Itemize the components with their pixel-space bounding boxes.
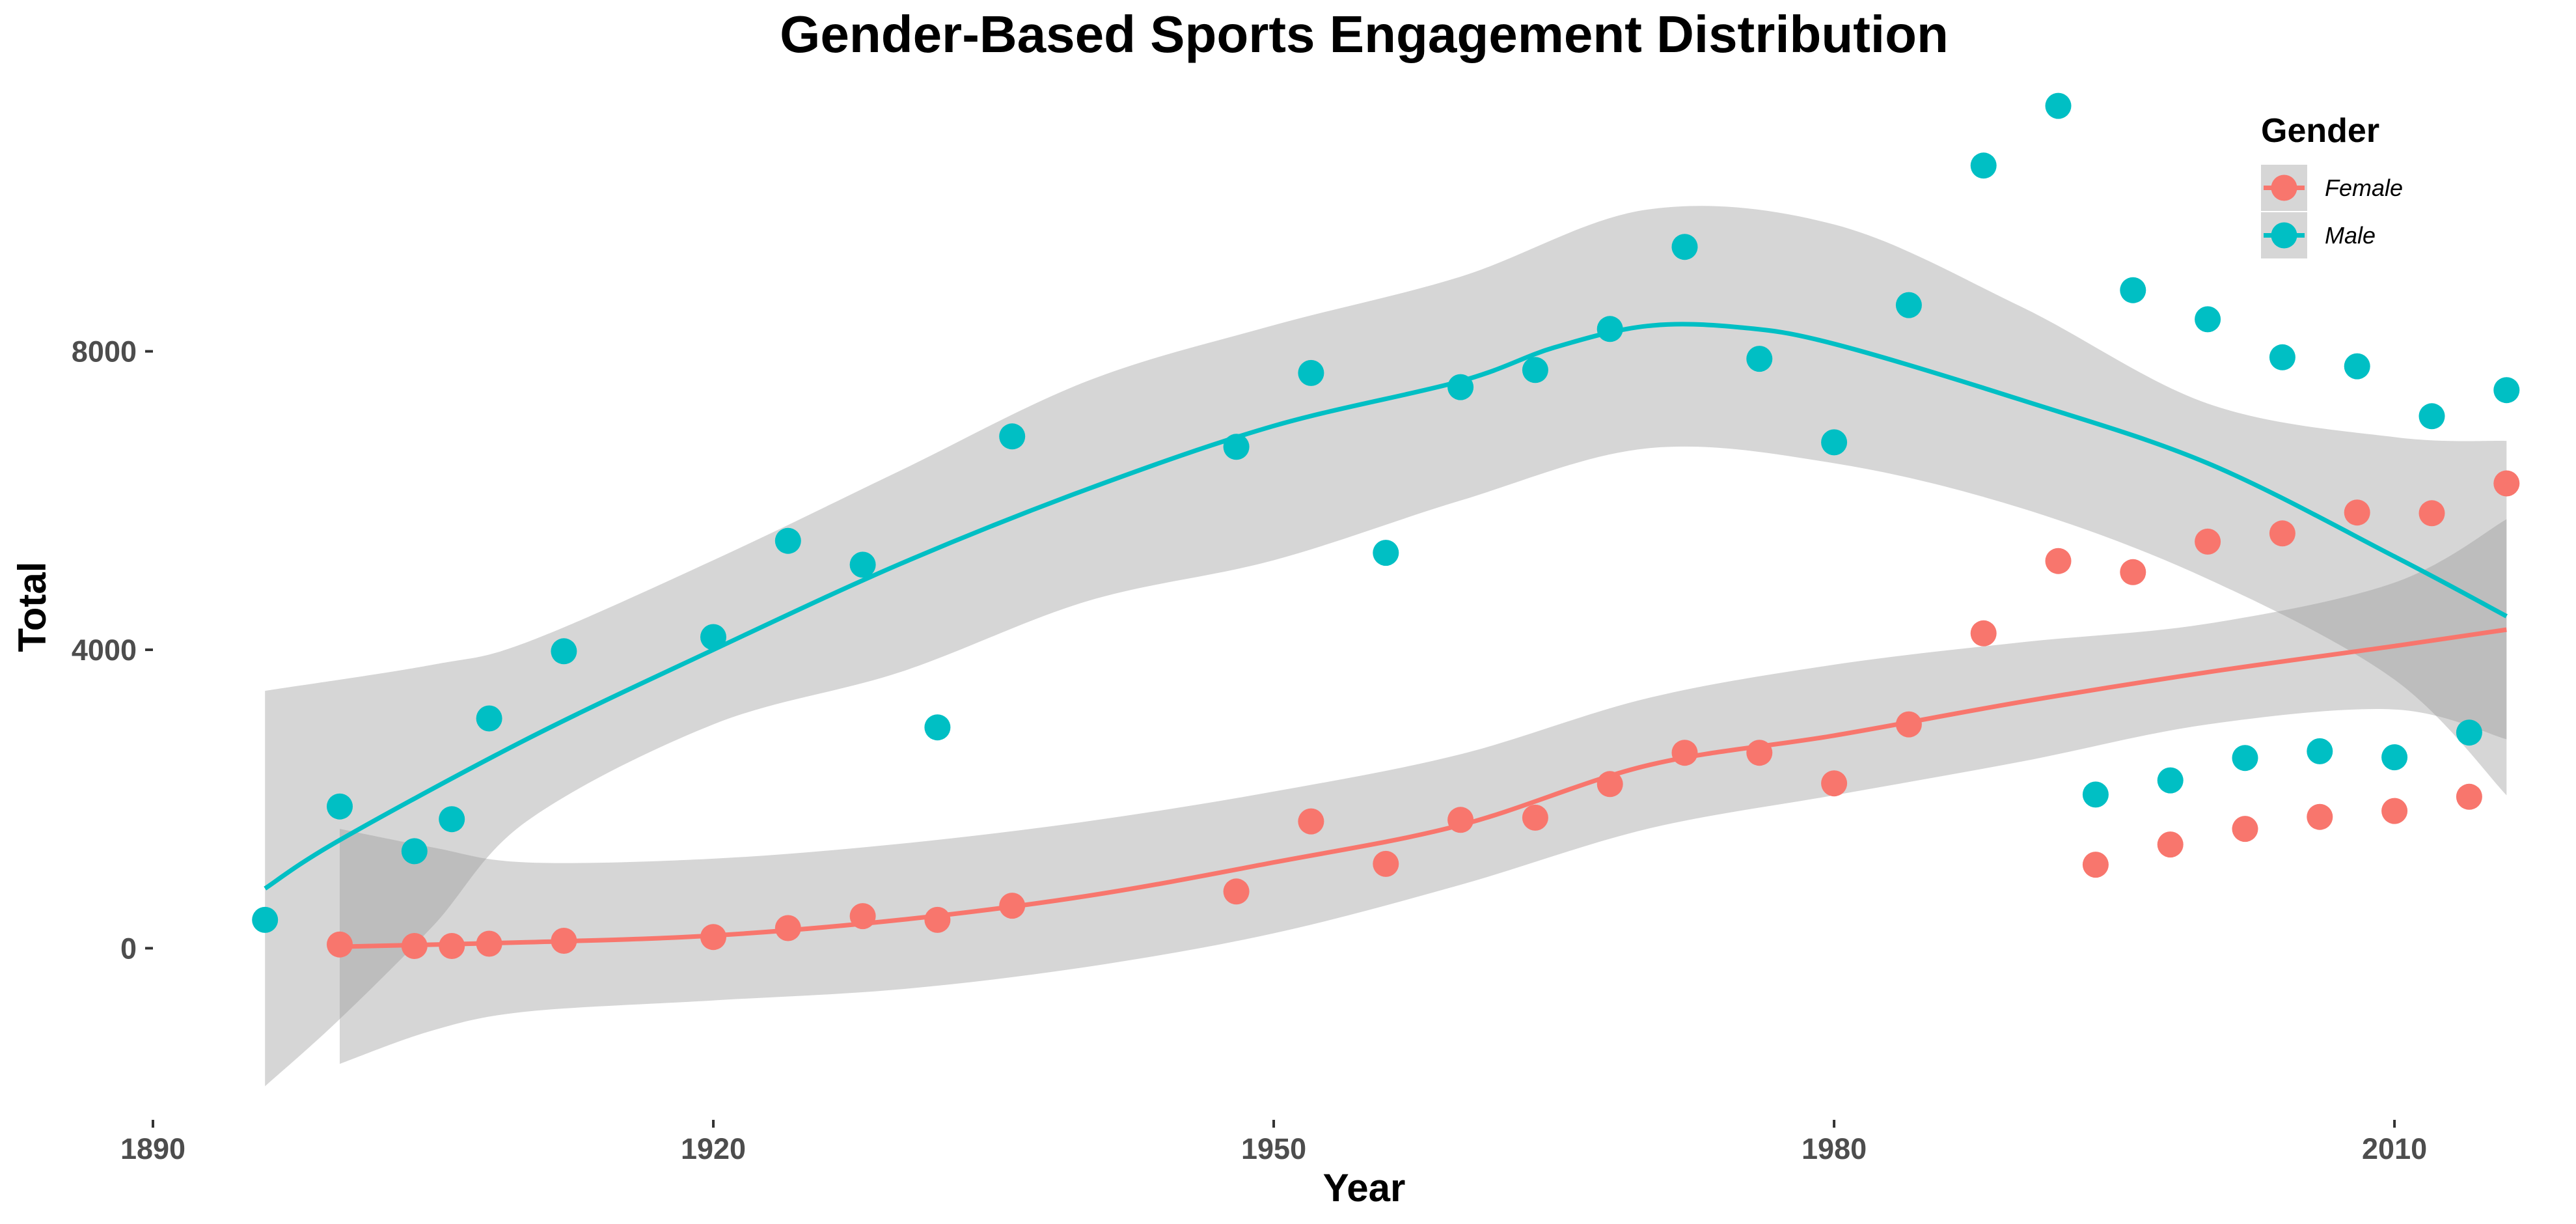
female-data-point xyxy=(327,931,353,958)
female-data-point xyxy=(1298,808,1324,835)
legend-title: Gender xyxy=(2261,112,2379,150)
y-axis-title: Total xyxy=(10,562,54,652)
x-tick-label: 1950 xyxy=(1241,1132,1306,1165)
y-tick-label: 8000 xyxy=(72,335,137,369)
female-data-point xyxy=(849,903,876,930)
female-data-point xyxy=(2045,548,2072,574)
male-data-point xyxy=(1671,234,1698,260)
male-data-point xyxy=(1821,429,1848,456)
male-data-point xyxy=(774,527,801,554)
axes: 1890 1920 1950 1980 2010 0 4000 8000 xyxy=(72,335,2427,1165)
male-data-point xyxy=(476,705,502,732)
female-data-point xyxy=(2120,559,2146,585)
data-points xyxy=(252,92,2520,959)
male-data-point xyxy=(401,838,428,865)
female-data-point xyxy=(2381,798,2408,824)
male-data-point xyxy=(551,638,577,665)
female-data-point xyxy=(2344,499,2370,526)
female-data-point xyxy=(2269,520,2295,547)
male-data-point xyxy=(2307,738,2333,764)
x-tick-label: 2010 xyxy=(2362,1132,2427,1165)
legend-key-male-marker xyxy=(2271,222,2297,249)
male-data-point xyxy=(1223,434,1250,460)
legend: Gender Female Male xyxy=(2261,112,2403,258)
female-data-point xyxy=(1746,740,1773,766)
female-data-point xyxy=(1671,740,1698,766)
male-data-point xyxy=(439,806,465,833)
female-data-point xyxy=(1223,878,1250,905)
male-data-point xyxy=(327,793,353,820)
female-data-point xyxy=(1522,804,1548,831)
female-data-point xyxy=(1596,771,1623,798)
female-data-point xyxy=(999,893,1026,919)
male-data-point xyxy=(2232,745,2258,772)
male-data-point xyxy=(1522,357,1548,383)
female-data-point xyxy=(1970,620,1997,647)
male-data-point xyxy=(2120,277,2146,303)
male-data-point xyxy=(700,624,726,650)
female-data-point xyxy=(2232,816,2258,842)
male-data-point xyxy=(849,551,876,578)
male-data-point xyxy=(2157,767,2184,794)
male-data-point xyxy=(2381,744,2408,771)
female-data-point xyxy=(1373,850,1399,877)
male-data-point xyxy=(2418,403,2445,430)
y-tick-label: 0 xyxy=(120,932,137,965)
male-data-point xyxy=(1895,292,1922,318)
legend-label-male: Male xyxy=(2325,222,2376,249)
male-data-point xyxy=(2082,781,2109,808)
male-data-point xyxy=(1746,346,1773,372)
female-data-point xyxy=(476,930,502,957)
female-data-point xyxy=(924,906,951,933)
male-data-point xyxy=(924,714,951,741)
male-data-point xyxy=(2493,377,2520,404)
female-data-point xyxy=(2157,831,2184,858)
female-data-point xyxy=(700,924,726,951)
female-data-point xyxy=(2493,470,2520,497)
male-data-point xyxy=(252,906,279,933)
female-data-point xyxy=(2418,500,2445,527)
male-data-point xyxy=(1447,374,1474,400)
male-confidence-band xyxy=(265,206,2507,1087)
chart-title: Gender-Based Sports Engagement Distribut… xyxy=(780,5,1949,63)
male-data-point xyxy=(2045,92,2072,119)
male-data-point xyxy=(2456,719,2482,746)
female-data-point xyxy=(439,933,465,959)
legend-label-female: Female xyxy=(2325,174,2403,201)
female-data-point xyxy=(2456,783,2482,810)
legend-key-female-marker xyxy=(2271,174,2297,201)
female-confidence-band xyxy=(340,519,2507,1064)
male-data-point xyxy=(1373,540,1399,566)
female-data-point xyxy=(2195,528,2221,555)
x-tick-label: 1920 xyxy=(681,1132,746,1165)
male-data-point xyxy=(1596,316,1623,342)
female-data-point xyxy=(551,928,577,954)
x-tick-label: 1890 xyxy=(120,1132,185,1165)
female-data-point xyxy=(1821,770,1848,797)
x-axis-title: Year xyxy=(1323,1166,1406,1210)
male-data-point xyxy=(1298,359,1324,386)
female-data-point xyxy=(1447,807,1474,833)
y-tick-label: 4000 xyxy=(72,633,137,667)
confidence-bands xyxy=(265,206,2507,1087)
x-tick-label: 1980 xyxy=(1802,1132,1867,1165)
female-data-point xyxy=(1895,711,1922,738)
male-data-point xyxy=(2269,344,2295,370)
male-data-point xyxy=(999,423,1026,450)
female-data-point xyxy=(401,933,428,959)
female-data-point xyxy=(2082,852,2109,878)
male-data-point xyxy=(2195,306,2221,333)
female-data-point xyxy=(774,915,801,941)
male-data-point xyxy=(2344,353,2370,380)
female-data-point xyxy=(2307,803,2333,830)
male-data-point xyxy=(1970,152,1997,179)
